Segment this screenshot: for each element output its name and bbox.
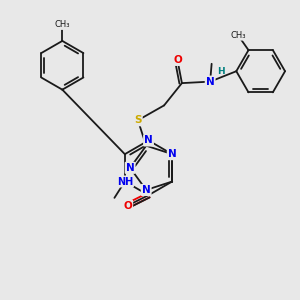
Text: N: N: [142, 185, 151, 195]
Text: NH: NH: [117, 176, 133, 187]
Text: O: O: [173, 55, 182, 65]
Text: CH₃: CH₃: [55, 20, 70, 29]
Text: H: H: [217, 67, 224, 76]
Text: N: N: [144, 136, 153, 146]
Text: O: O: [123, 201, 132, 211]
Text: S: S: [134, 115, 142, 125]
Text: N: N: [206, 76, 214, 87]
Text: N: N: [168, 149, 177, 159]
Text: N: N: [126, 163, 134, 173]
Text: CH₃: CH₃: [230, 31, 246, 40]
